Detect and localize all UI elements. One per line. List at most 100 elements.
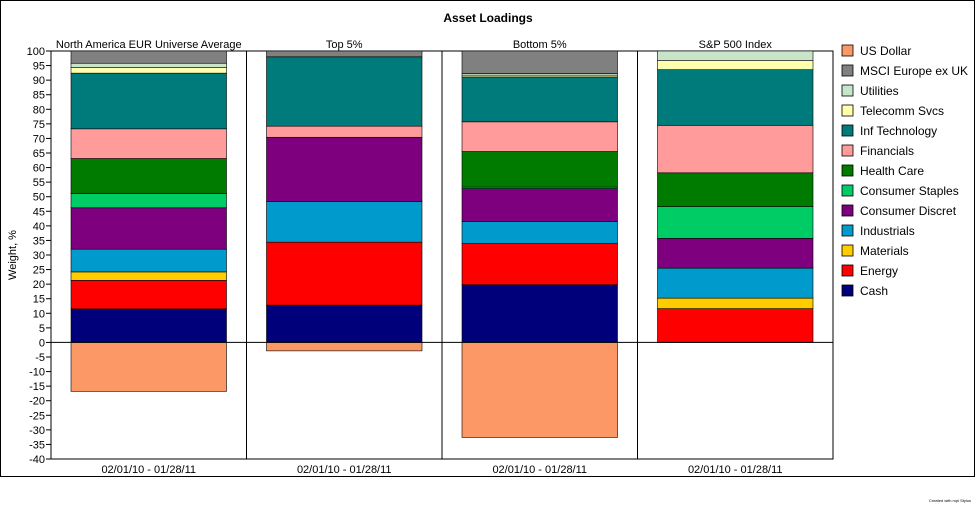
y-tick-label: 55 xyxy=(33,177,45,189)
bar-segment-industrials xyxy=(266,201,423,243)
y-tick-label: 50 xyxy=(33,192,45,204)
y-tick-label: -5 xyxy=(35,352,45,364)
bar-segment-consumer-staples xyxy=(70,193,227,209)
legend-item-us-dollar: US Dollar xyxy=(841,44,911,58)
bar-segment-inf-technology xyxy=(461,76,618,123)
y-tick-label: 35 xyxy=(33,235,45,247)
bar-segment-consumer-discret xyxy=(461,188,618,222)
y-axis-ticks: 1009590858075706560555045403530252015105… xyxy=(27,46,51,466)
bar-segment-consumer-staples xyxy=(657,206,814,239)
y-tick-label: 20 xyxy=(33,279,45,291)
panel-title: Top 5% xyxy=(326,39,363,51)
legend-item-utilities: Utilities xyxy=(841,84,899,98)
chart-frame: Asset Loadings Weight, % 100 95 90 85 80 75 70… xyxy=(0,0,975,477)
y-tick-label: 60 xyxy=(33,163,45,175)
legend-item-health-care: Health Care xyxy=(841,164,924,178)
legend-swatch xyxy=(841,164,854,177)
bar-segment-financials xyxy=(461,121,618,152)
legend-swatch xyxy=(841,184,854,197)
bar-segment-energy xyxy=(70,280,227,310)
legend-swatch xyxy=(841,44,854,57)
y-tick-label: -25 xyxy=(29,410,45,422)
bar-segment-health-care xyxy=(657,172,814,207)
legend-item-industrials: Industrials xyxy=(841,224,915,238)
panel-title: S&P 500 Index xyxy=(699,39,773,51)
bar-segment-cash xyxy=(461,284,618,343)
panel-s-p-500-index: S&P 500 Index 02/01/10 - 01/28/11 xyxy=(637,39,814,476)
legend-item-consumer-staples: Consumer Staples xyxy=(841,184,959,198)
bar-segment-financials xyxy=(657,125,814,174)
legend-label: Materials xyxy=(860,244,909,258)
legend-item-materials: Materials xyxy=(841,244,909,258)
bar-segment-energy xyxy=(266,241,423,306)
y-tick-label: 10 xyxy=(33,308,45,320)
y-tick-label: 40 xyxy=(33,221,45,233)
legend-item-telecomm-svcs: Telecomm Svcs xyxy=(841,104,944,118)
bar-segment-industrials xyxy=(461,221,618,244)
bar-segment-us-dollar xyxy=(266,342,423,352)
bar-segment-industrials xyxy=(657,267,814,299)
legend-swatch xyxy=(841,84,854,97)
y-tick-label: 100 xyxy=(27,46,45,58)
credit-text: Created with mpi Stylus xyxy=(928,498,971,503)
legend-item-consumer-discret: Consumer Discret xyxy=(841,204,957,218)
y-tick-label: 70 xyxy=(33,133,45,145)
bar-segment-utilities xyxy=(70,62,227,68)
y-tick-label: -20 xyxy=(29,396,45,408)
legend-swatch xyxy=(841,264,854,277)
legend-swatch xyxy=(841,204,854,217)
bar-segment-telecomm-svcs xyxy=(70,67,227,74)
bar-segment-inf-technology xyxy=(657,69,814,126)
legend-item-energy: Energy xyxy=(841,264,898,278)
legend-label: Cash xyxy=(860,284,888,298)
legend-swatch xyxy=(841,224,854,237)
panel-title: Bottom 5% xyxy=(513,39,567,51)
legend-item-msci-europe-ex-uk: MSCI Europe ex UK xyxy=(841,64,968,78)
legend-item-inf-technology: Inf Technology xyxy=(841,124,937,138)
y-tick-label: 45 xyxy=(33,206,45,218)
legend-item-cash: Cash xyxy=(841,284,888,298)
legend-swatch xyxy=(841,144,854,157)
bar-segment-msci-europe-ex-uk xyxy=(461,50,618,74)
bar-segment-telecomm-svcs xyxy=(657,60,814,70)
x-axis-label: 02/01/10 - 01/28/11 xyxy=(492,464,587,476)
legend: US Dollar MSCI Europe ex UK Utilities Telec… xyxy=(841,44,968,298)
bar-segment-inf-technology xyxy=(70,72,227,130)
x-axis-label: 02/01/10 - 01/28/11 xyxy=(688,464,783,476)
y-tick-label: 90 xyxy=(33,75,45,87)
y-tick-label: -30 xyxy=(29,425,45,437)
legend-label: Telecomm Svcs xyxy=(860,104,944,118)
y-tick-label: 85 xyxy=(33,90,45,102)
legend-swatch xyxy=(841,284,854,297)
panels: North America EUR Universe Average 02/01/… xyxy=(50,39,834,476)
y-tick-label: 25 xyxy=(33,265,45,277)
y-tick-label: -35 xyxy=(29,439,45,451)
legend-label: MSCI Europe ex UK xyxy=(860,64,968,78)
legend-swatch xyxy=(841,124,854,137)
legend-label: Consumer Staples xyxy=(860,184,959,198)
y-tick-label: 75 xyxy=(33,119,45,131)
chart-title: Asset Loadings xyxy=(443,11,533,25)
panel-bottom-5: Bottom 5% 02/01/10 - 01/28/11 xyxy=(441,39,618,476)
bar-segment-industrials xyxy=(70,248,227,273)
legend-label: Consumer Discret xyxy=(860,204,957,218)
panel-top-5: Top 5% 02/01/10 - 01/28/11 xyxy=(246,39,423,476)
bar-segment-materials xyxy=(70,271,227,281)
y-tick-label: 30 xyxy=(33,250,45,262)
y-tick-label: -40 xyxy=(29,454,45,466)
bar-segment-financials xyxy=(266,125,423,138)
bar-segment-materials xyxy=(657,297,814,309)
legend-label: Utilities xyxy=(860,84,899,98)
bar-segment-utilities xyxy=(657,50,814,61)
bar-segment-consumer-discret xyxy=(266,136,423,202)
y-tick-label: 95 xyxy=(33,61,45,73)
bar-segment-us-dollar xyxy=(70,342,227,392)
legend-label: Industrials xyxy=(860,224,915,238)
bar-segment-inf-technology xyxy=(266,56,423,127)
legend-swatch xyxy=(841,104,854,117)
bar-segment-cash xyxy=(266,304,423,343)
bar-segment-health-care xyxy=(70,158,227,194)
bar-segment-financials xyxy=(70,128,227,159)
bar-segment-energy xyxy=(461,243,618,286)
y-tick-label: 5 xyxy=(39,323,45,335)
